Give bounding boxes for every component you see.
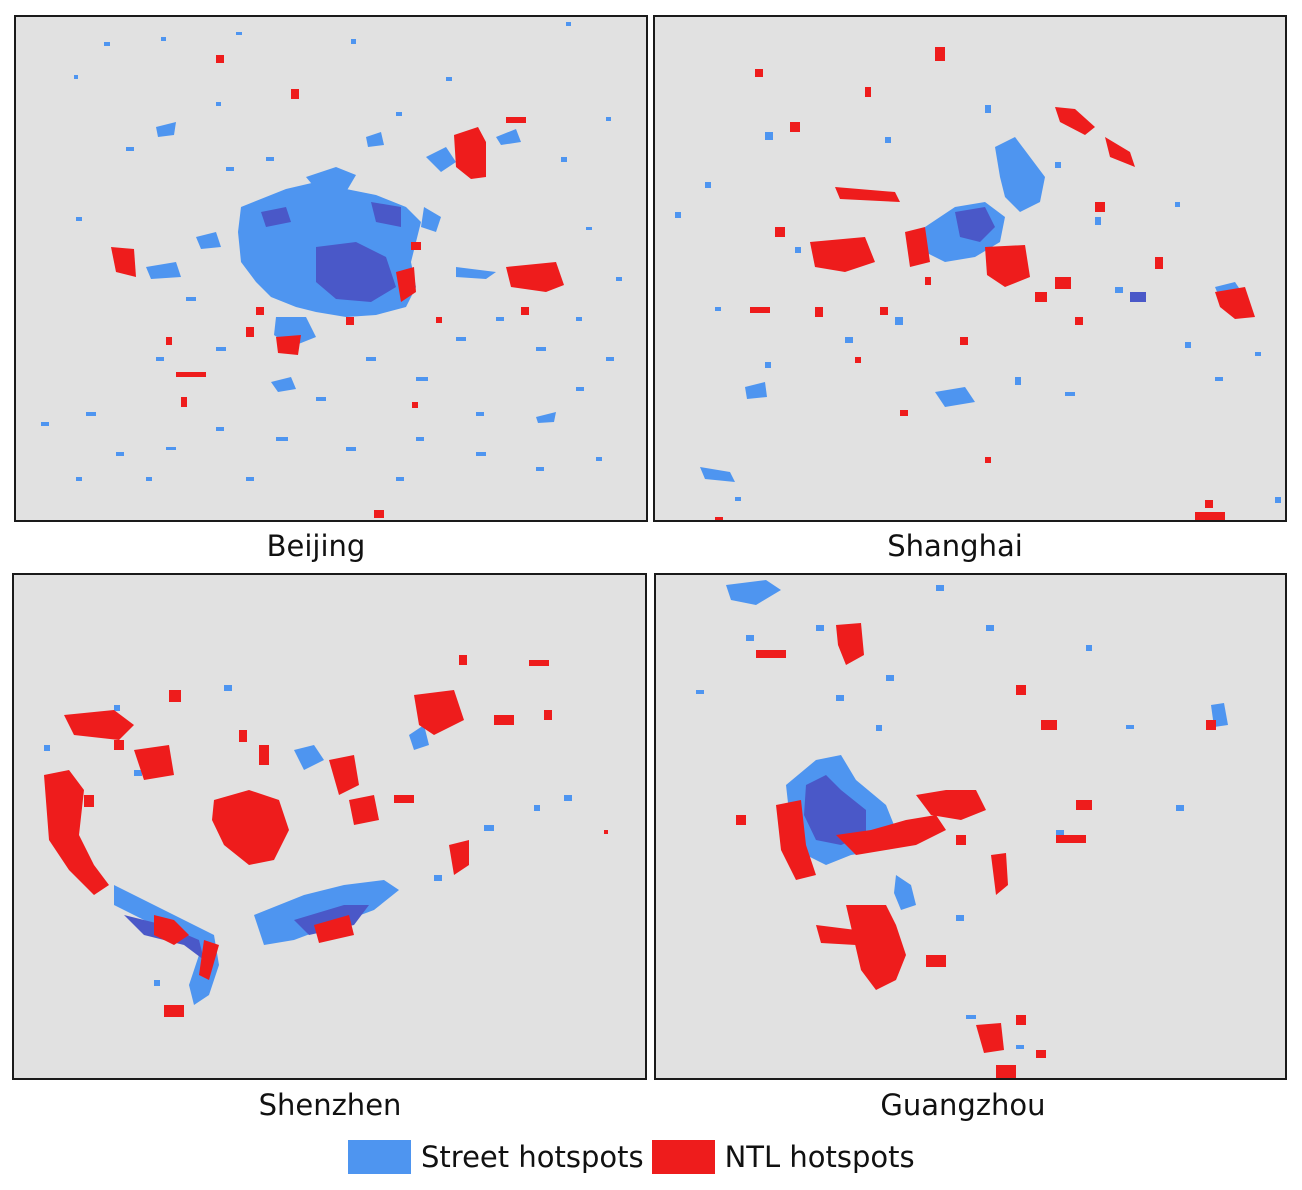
shenzhen-hotspot-map [44, 655, 608, 1017]
map-panel-beijing [14, 15, 648, 522]
ntl-hotspots-swatch [651, 1140, 715, 1174]
ntl-hotspots-label: NTL hotspots [724, 1140, 915, 1174]
beijing-hotspot-map [41, 22, 622, 518]
map-panel-shenzhen [12, 573, 647, 1080]
guangzhou-hotspot-map [696, 580, 1228, 1078]
ntl-hotspots-layer [715, 47, 1255, 520]
street-hotspots-label: Street hotspots [421, 1140, 644, 1174]
caption-guangzhou: Guangzhou [880, 1088, 1046, 1122]
ntl-hotspots-layer [736, 623, 1216, 1078]
legend: Street hotspots NTL hotspots [348, 1137, 923, 1177]
street-hotspot-specks [41, 22, 622, 481]
caption-shanghai: Shanghai [887, 529, 1023, 563]
ntl-hotspots-layer [44, 655, 608, 1017]
caption-shenzhen: Shenzhen [258, 1088, 402, 1122]
street-hotspots-layer [675, 105, 1281, 503]
ntl-hotspots-layer [111, 55, 564, 518]
overlap-layer [261, 202, 401, 302]
map-panel-guangzhou [654, 573, 1287, 1080]
map-panel-shanghai [653, 15, 1287, 522]
caption-beijing: Beijing [266, 529, 366, 563]
shanghai-hotspot-map [675, 47, 1281, 520]
street-hotspots-swatch [348, 1140, 411, 1174]
